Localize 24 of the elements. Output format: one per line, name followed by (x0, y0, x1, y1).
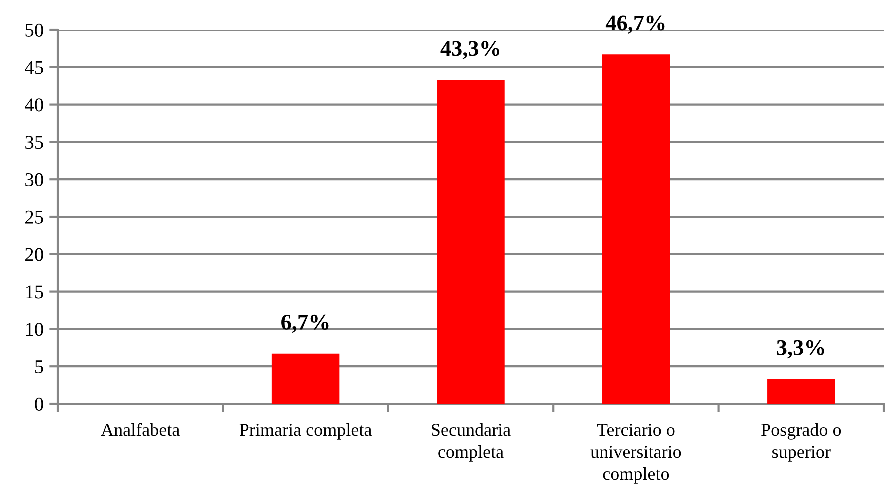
data-label: 46,7% (606, 16, 665, 34)
y-tick-label: 45 (25, 61, 44, 74)
data-label: 3,3% (777, 340, 824, 359)
x-tick-label: Terciario o universitario completo (590, 424, 682, 484)
y-tick-label: 20 (26, 248, 44, 262)
y-tick-label: 35 (26, 136, 44, 150)
x-tick-label: Posgrado o superior (762, 423, 842, 462)
x-tick-label: Primaria completa (240, 423, 372, 440)
x-tick-label: Secundaria completa (432, 423, 511, 462)
y-tick-label: 5 (36, 360, 44, 374)
bar (602, 54, 670, 404)
bar (768, 379, 836, 404)
y-tick-label: 0 (35, 398, 44, 411)
data-label: 6,7% (282, 314, 329, 334)
y-tick-label: 30 (26, 173, 44, 187)
y-tick-label: 25 (26, 210, 44, 224)
y-tick-label: 10 (26, 323, 44, 336)
bar (437, 80, 505, 404)
bar (272, 354, 340, 404)
x-tick-label: Analfabeta (101, 423, 180, 436)
y-tick-label: 50 (26, 24, 44, 37)
y-tick-label: 15 (26, 286, 44, 299)
data-label: 43,3% (440, 41, 500, 60)
y-tick-label: 40 (25, 98, 44, 112)
